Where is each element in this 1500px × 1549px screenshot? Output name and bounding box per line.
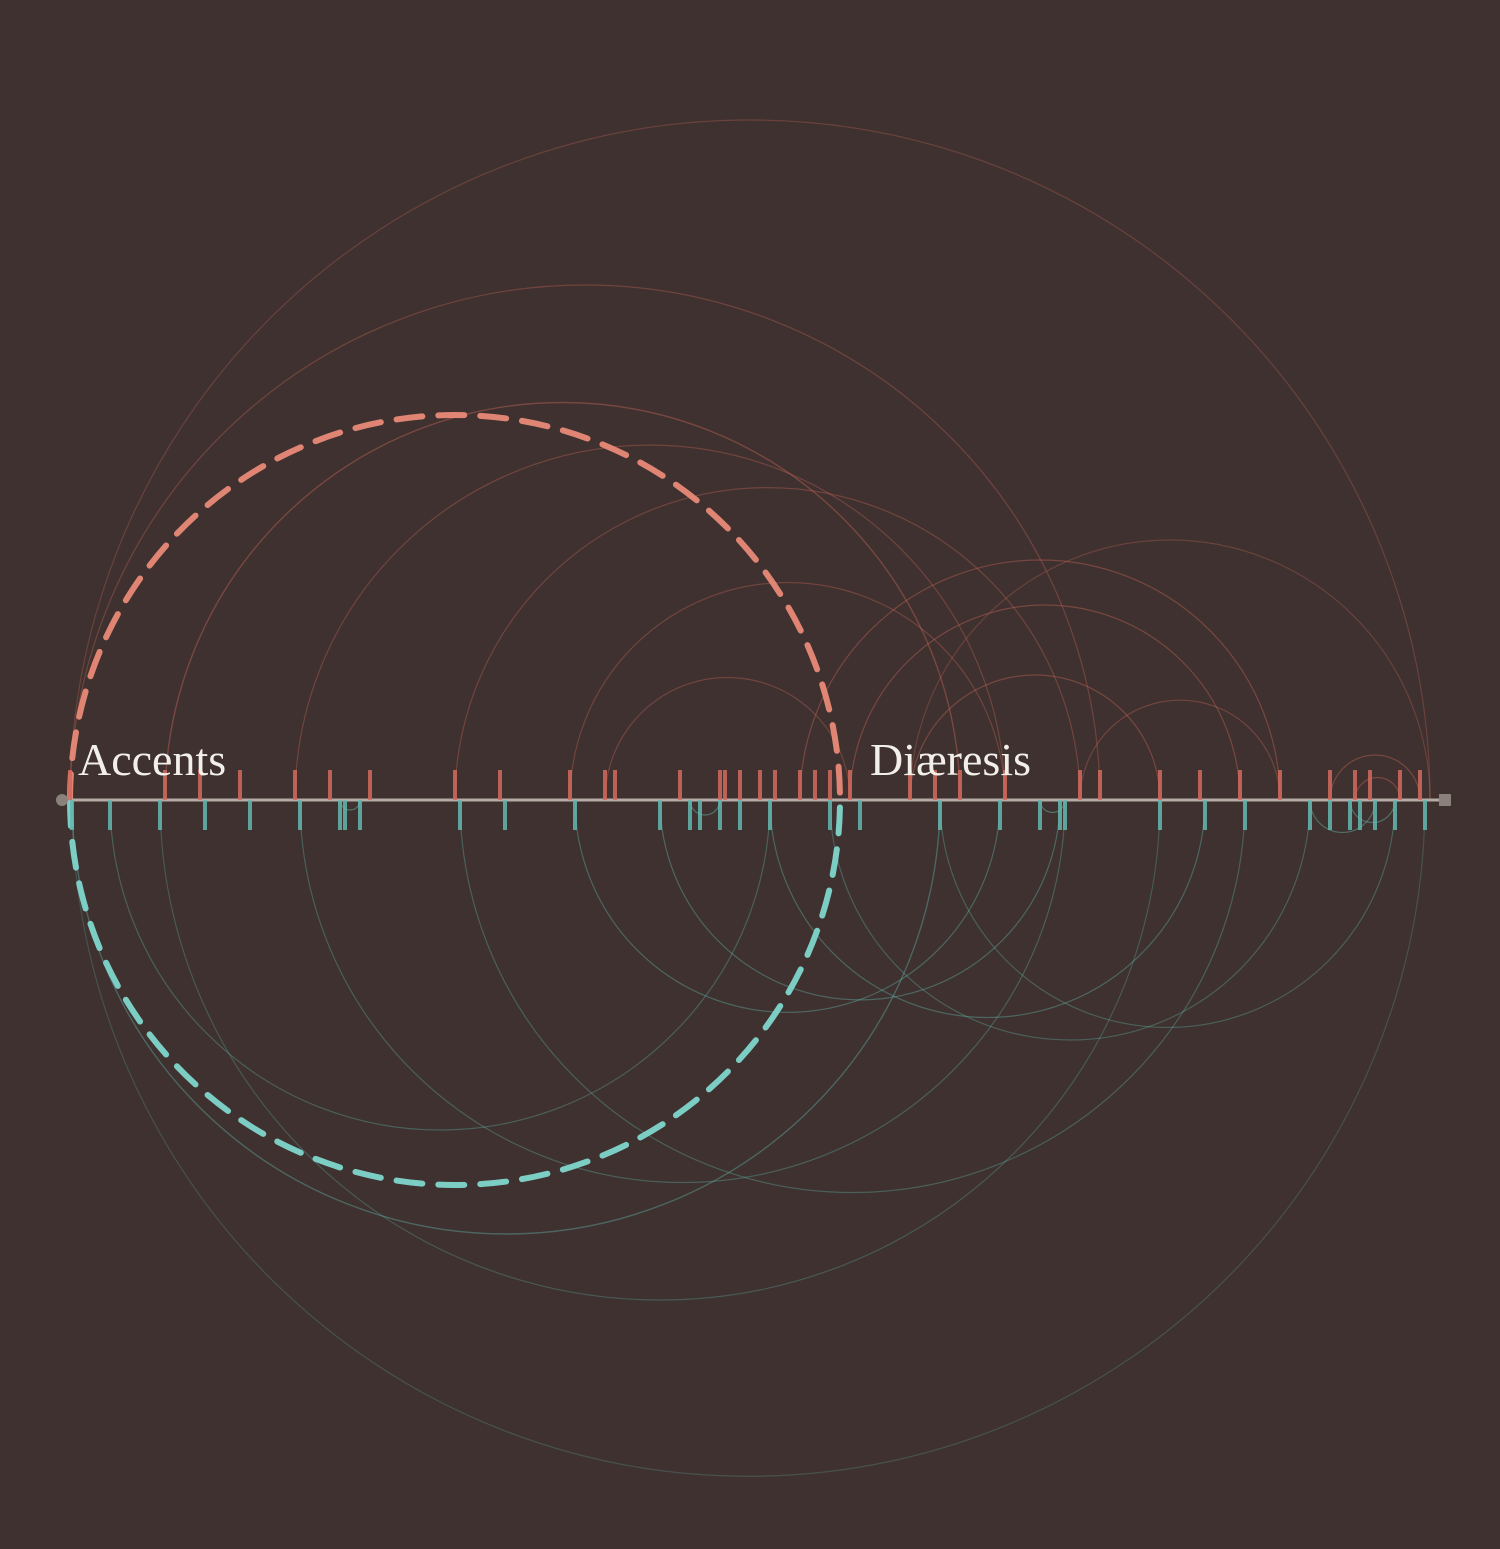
highlight-arc-bottom [70,800,840,1185]
label-right: Diæresis [870,734,1031,785]
axis-start-cap [56,794,68,806]
arc-bottom [1310,800,1375,833]
arc-bottom [830,800,1310,1040]
arc-bottom [110,800,770,1130]
arc-diagram: Accents Diæresis [0,0,1500,1549]
arcs-bottom [72,800,1425,1476]
arc-bottom [160,800,1160,1300]
arcs-top [70,120,1430,800]
arc-bottom [300,800,1065,1183]
arc-top [1355,778,1400,800]
arc-bottom [940,800,1395,1028]
ticks-top [70,770,1420,800]
label-left: Accents [78,734,226,785]
arc-bottom [770,800,1205,1017]
arc-bottom [575,800,1000,1012]
arc-bottom [72,800,1425,1476]
arc-top [1080,700,1280,800]
arc-bottom [460,800,1245,1193]
arc-bottom [690,800,720,815]
arc-bottom [72,800,940,1234]
labels: Accents Diæresis [78,734,1031,785]
axis-end-cap [1439,794,1451,806]
arc-top [165,402,960,800]
ticks-bottom [72,800,1425,830]
